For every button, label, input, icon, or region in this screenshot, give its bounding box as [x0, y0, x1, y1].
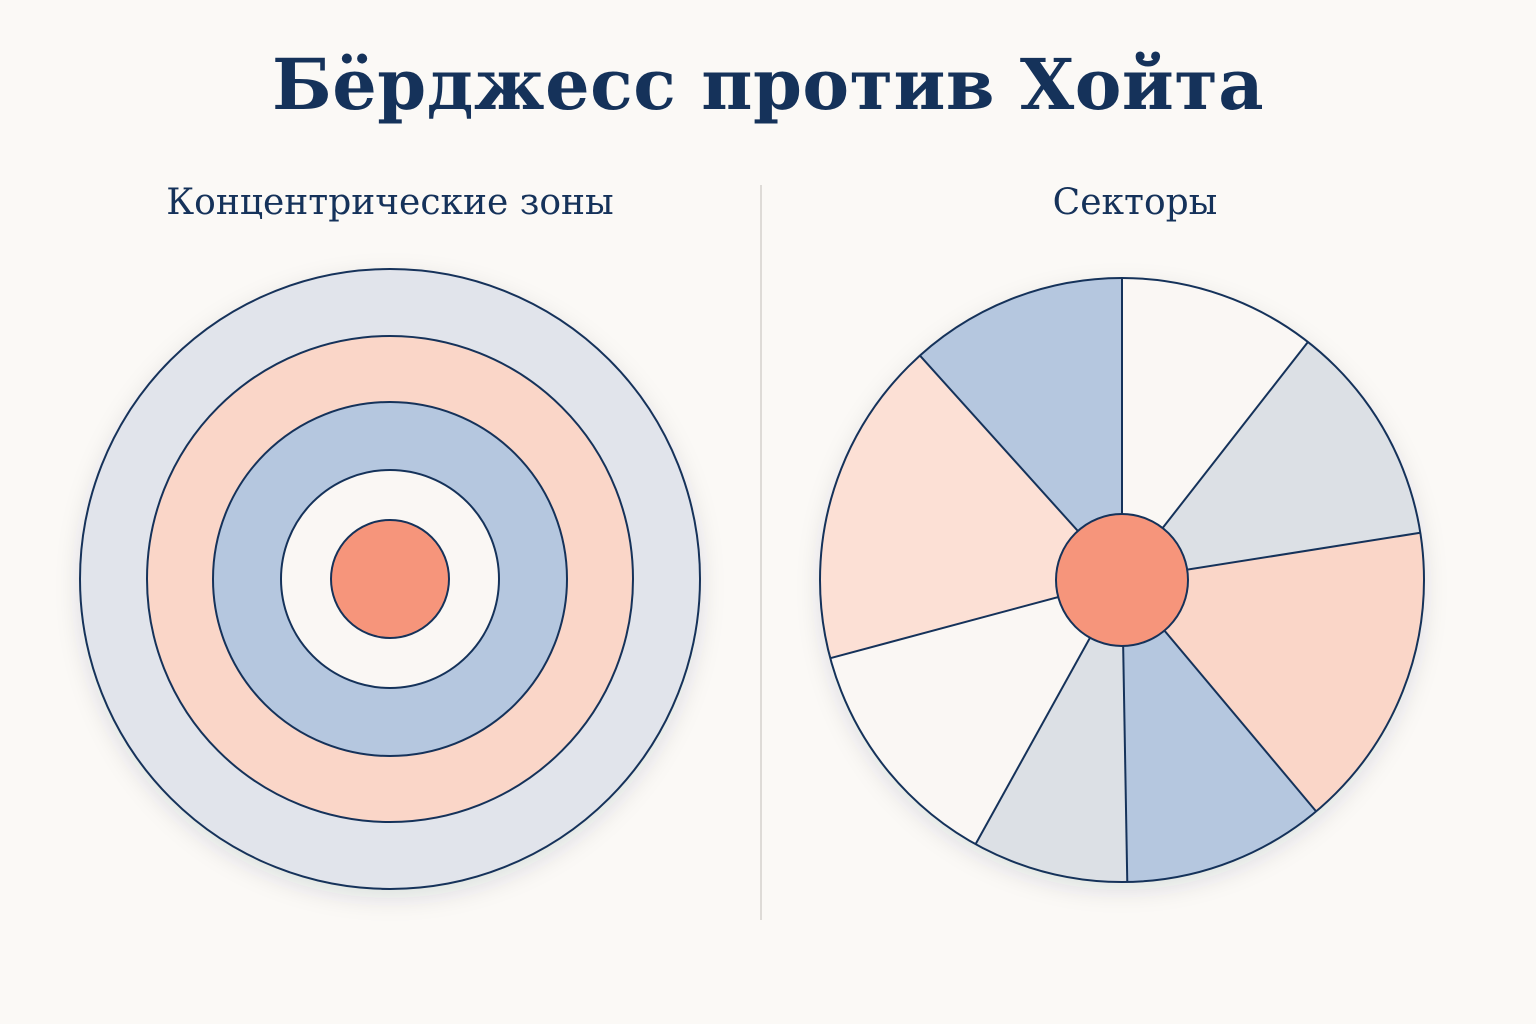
concentric-zones-diagram [79, 268, 701, 890]
sector-core [1055, 513, 1189, 647]
sector-7 [819, 355, 1122, 659]
concentric-zone-1 [330, 519, 450, 639]
page-title: Бёрджесс против Хойта [271, 43, 1265, 126]
sector-8 [919, 278, 1122, 580]
sector-disc-outline [819, 277, 1425, 883]
sector-2 [1122, 342, 1421, 580]
sector-1 [1122, 278, 1308, 580]
sector-5 [975, 580, 1128, 882]
sector-4 [1122, 580, 1317, 882]
sectors-title: Секторы [1052, 182, 1218, 223]
sector-6 [830, 580, 1122, 845]
panel-divider [760, 185, 762, 920]
sector-model-diagram [819, 277, 1425, 883]
concentric-zones-title: Концентрические зоны [166, 182, 614, 223]
sector-3 [1122, 532, 1424, 812]
